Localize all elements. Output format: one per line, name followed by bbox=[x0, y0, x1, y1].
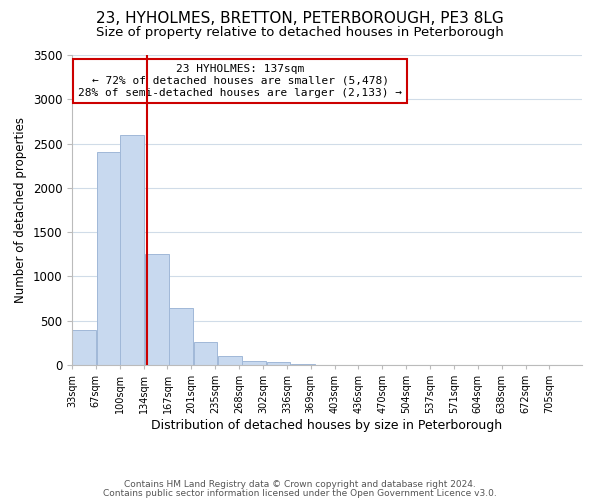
Text: 23 HYHOLMES: 137sqm
← 72% of detached houses are smaller (5,478)
28% of semi-det: 23 HYHOLMES: 137sqm ← 72% of detached ho… bbox=[79, 64, 403, 98]
Bar bbox=[145, 254, 169, 365]
Bar bbox=[242, 360, 266, 365]
Bar bbox=[97, 152, 121, 365]
Bar bbox=[169, 308, 193, 365]
Bar bbox=[121, 134, 145, 365]
Text: Contains HM Land Registry data © Crown copyright and database right 2024.: Contains HM Land Registry data © Crown c… bbox=[124, 480, 476, 489]
Text: 23, HYHOLMES, BRETTON, PETERBOROUGH, PE3 8LG: 23, HYHOLMES, BRETTON, PETERBOROUGH, PE3… bbox=[96, 11, 504, 26]
Text: Contains public sector information licensed under the Open Government Licence v3: Contains public sector information licen… bbox=[103, 488, 497, 498]
Bar bbox=[194, 342, 217, 365]
Bar bbox=[72, 330, 96, 365]
Bar bbox=[218, 356, 242, 365]
Bar bbox=[266, 362, 290, 365]
X-axis label: Distribution of detached houses by size in Peterborough: Distribution of detached houses by size … bbox=[151, 419, 503, 432]
Text: Size of property relative to detached houses in Peterborough: Size of property relative to detached ho… bbox=[96, 26, 504, 39]
Y-axis label: Number of detached properties: Number of detached properties bbox=[14, 117, 27, 303]
Bar bbox=[291, 364, 315, 365]
